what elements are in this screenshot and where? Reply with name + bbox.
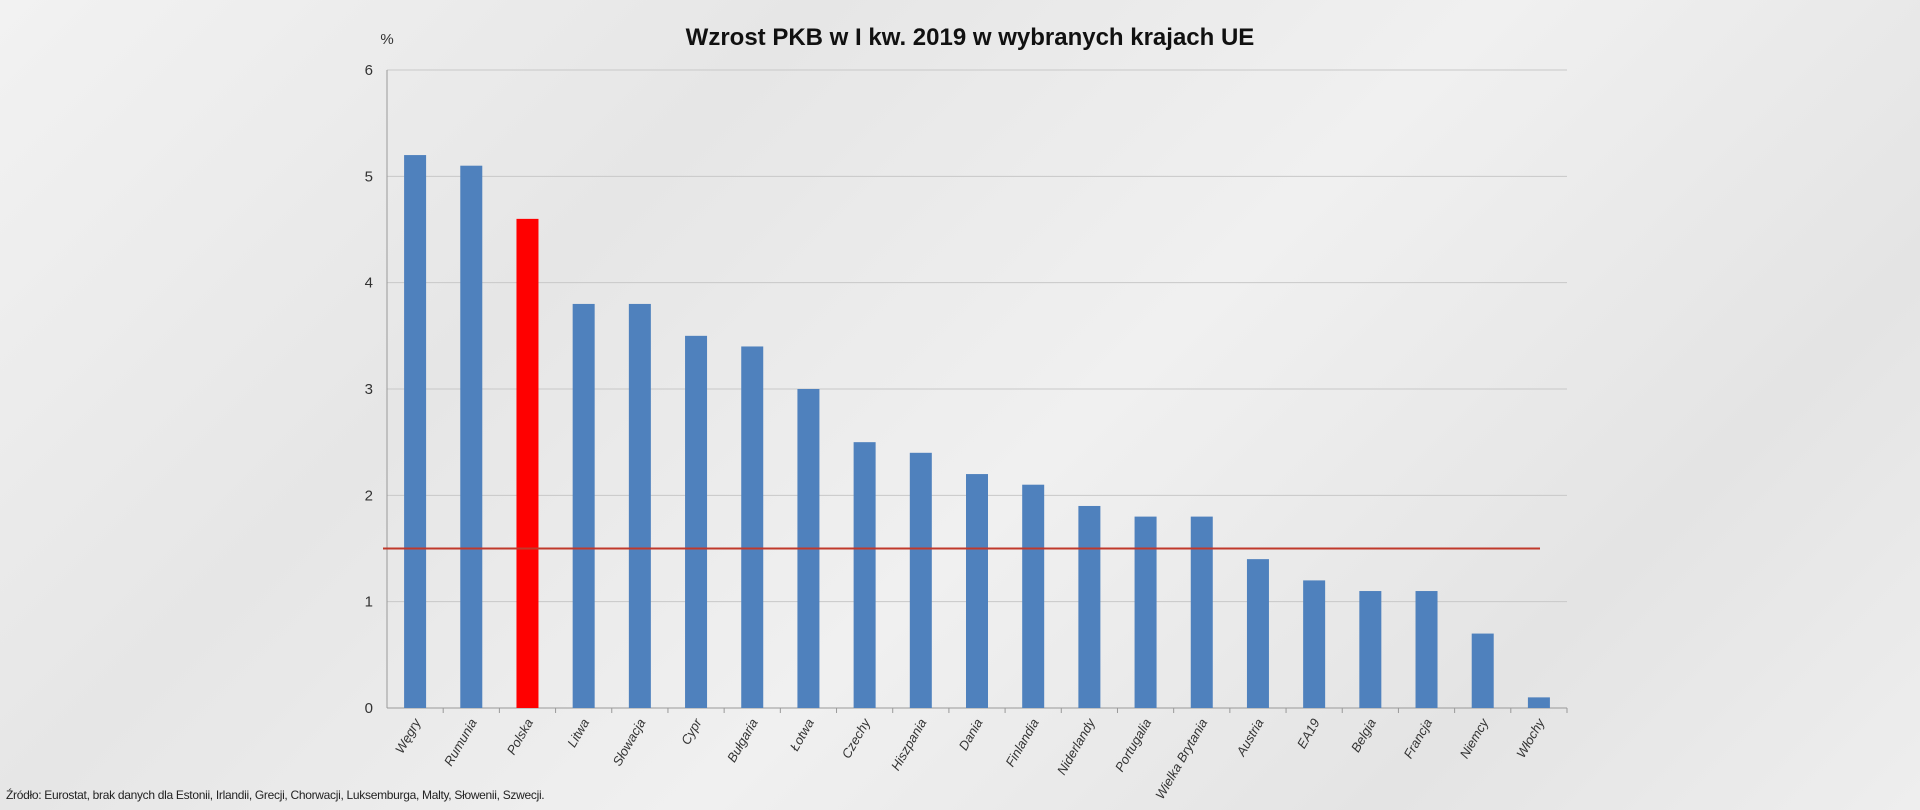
x-tick-label: Bułgaria (724, 716, 761, 765)
x-tick-label: Finlandia (1002, 716, 1041, 769)
x-tick-label: Węgry (392, 715, 425, 756)
source-footnote: Źródło: Eurostat, brak danych dla Estoni… (6, 788, 545, 802)
y-tick-label: 2 (365, 487, 373, 504)
bar-portugalia (1134, 516, 1157, 708)
chart-title: Wzrost PKB w I kw. 2019 w wybranych kraj… (686, 24, 1255, 51)
bar-dania (966, 474, 988, 708)
x-tick-label: Rumunia (441, 716, 480, 769)
y-tick-label: 6 (365, 62, 373, 79)
x-tick-label: Niderlandy (1054, 715, 1099, 778)
x-tick-label: Niemcy (1457, 715, 1492, 761)
bar-włochy (1527, 697, 1550, 708)
bar-ea19 (1303, 580, 1326, 708)
y-axis-label: % (380, 31, 393, 48)
x-tick-label: Litwa (564, 716, 592, 750)
x-tick-label: Słowacja (609, 716, 648, 769)
bar-cypr (685, 335, 708, 708)
bar-słowacja (628, 303, 651, 708)
bar-wielka-brytania (1190, 516, 1213, 708)
bar-czechy (853, 442, 876, 708)
x-tick-label: Dania (956, 716, 986, 753)
x-tick-label: Włochy (1513, 715, 1548, 761)
bar-niderlandy (1078, 505, 1101, 708)
y-tick-label: 4 (365, 275, 373, 292)
bar-francja (1415, 591, 1438, 708)
x-tick-label: Polska (504, 716, 537, 757)
x-tick-label: Portugalia (1112, 716, 1154, 774)
y-tick-label: 3 (365, 381, 373, 398)
x-tick-label: Cypr (678, 715, 705, 747)
x-tick-label: EA19 (1294, 716, 1323, 751)
x-tick-label: Francja (1400, 716, 1435, 761)
y-tick-label: 0 (365, 700, 373, 717)
x-tick-label: Wielka Brytania (1152, 716, 1210, 802)
bar-węgry (404, 155, 427, 709)
y-tick-label: 1 (365, 594, 373, 611)
bar-polska (516, 218, 539, 708)
bar-finlandia (1022, 484, 1045, 708)
x-tick-label: Łotwa (787, 716, 817, 754)
bar-rumunia (460, 165, 483, 708)
bar-litwa (572, 303, 595, 708)
bar-hiszpania (909, 452, 932, 708)
x-tick-label: Austria (1233, 716, 1267, 759)
y-tick-label: 5 (365, 168, 373, 185)
x-tick-label: Belgia (1348, 716, 1379, 755)
bar-austria (1246, 559, 1269, 708)
x-tick-label: Hiszpania (888, 716, 930, 773)
bar-bułgaria (741, 346, 764, 708)
bar-niemcy (1471, 633, 1494, 708)
x-tick-label: Czechy (839, 715, 874, 761)
bar-belgia (1359, 591, 1382, 708)
